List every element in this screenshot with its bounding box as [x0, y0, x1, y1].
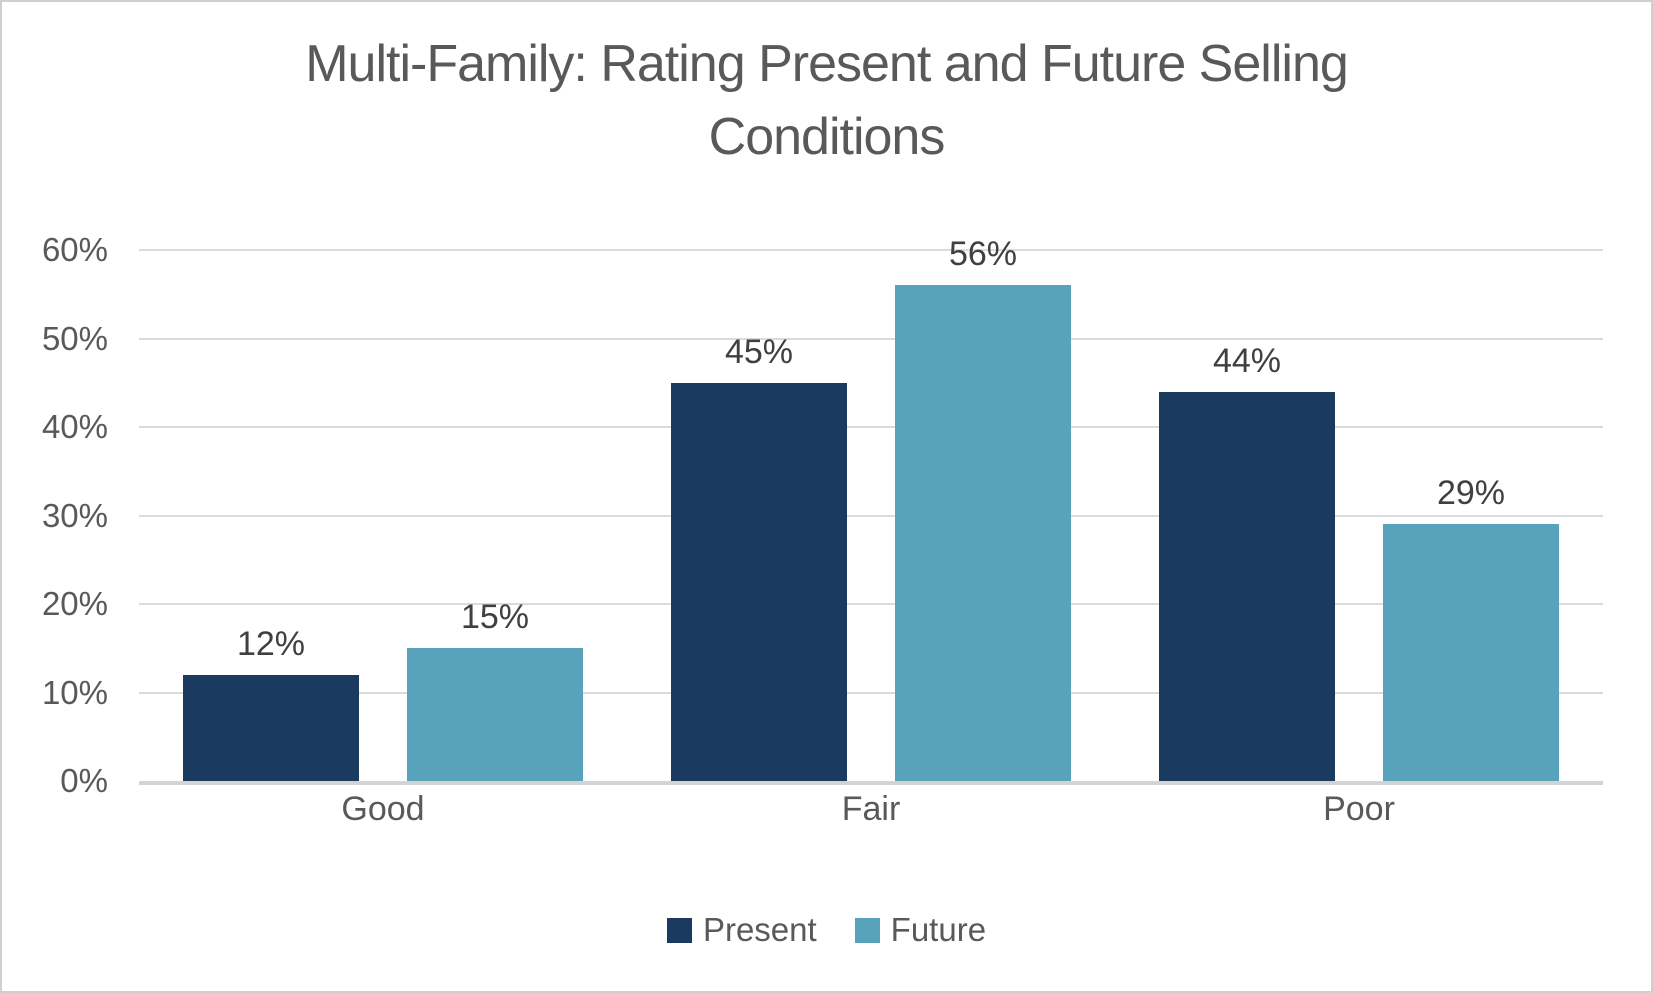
- y-tick-label: 10%: [41, 673, 108, 711]
- present-series-swatch: [666, 917, 692, 943]
- y-tick-label: 30%: [41, 496, 108, 534]
- legend-label-future: Future: [890, 911, 987, 948]
- x-axis-line: [139, 781, 1603, 785]
- data-label-present-fair: 45%: [724, 332, 794, 371]
- x-category-label-poor: Poor: [1323, 790, 1395, 828]
- y-tick-label: 60%: [41, 231, 108, 268]
- gridline: [139, 514, 1603, 517]
- data-label-future-good: 15%: [460, 598, 530, 637]
- y-tick-label: 40%: [41, 408, 108, 445]
- future-series-swatch: [854, 917, 880, 943]
- y-tick-label: 50%: [41, 319, 108, 357]
- data-label-present-poor: 44%: [1212, 341, 1282, 380]
- x-category-label-fair: Fair: [841, 790, 901, 828]
- gridline: [139, 337, 1603, 340]
- bar-future-good: [407, 648, 583, 781]
- legend: Present Future: [2, 910, 1651, 950]
- legend-label-present: Present: [702, 911, 817, 948]
- bar-present-fair: [671, 382, 847, 781]
- bar-present-good: [183, 674, 359, 781]
- gridline: [139, 426, 1603, 428]
- bar-present-poor: [1159, 391, 1335, 781]
- data-label-future-poor: 29%: [1436, 474, 1506, 513]
- data-label-present-good: 12%: [236, 624, 306, 663]
- y-tick-label: 0%: [60, 762, 108, 799]
- gridline: [139, 691, 1603, 694]
- gridline: [139, 249, 1603, 251]
- bar-future-fair: [895, 285, 1071, 781]
- chart-title: Multi-Family: Rating Present and Future …: [305, 35, 1349, 166]
- data-label-future-fair: 56%: [948, 235, 1018, 274]
- gridline: [139, 603, 1603, 605]
- y-tick-label: 20%: [41, 585, 108, 622]
- bar-future-poor: [1383, 524, 1559, 781]
- legend-item-future: Future: [854, 911, 987, 949]
- legend-item-present: Present: [666, 911, 817, 949]
- x-category-label-good: Good: [341, 790, 425, 828]
